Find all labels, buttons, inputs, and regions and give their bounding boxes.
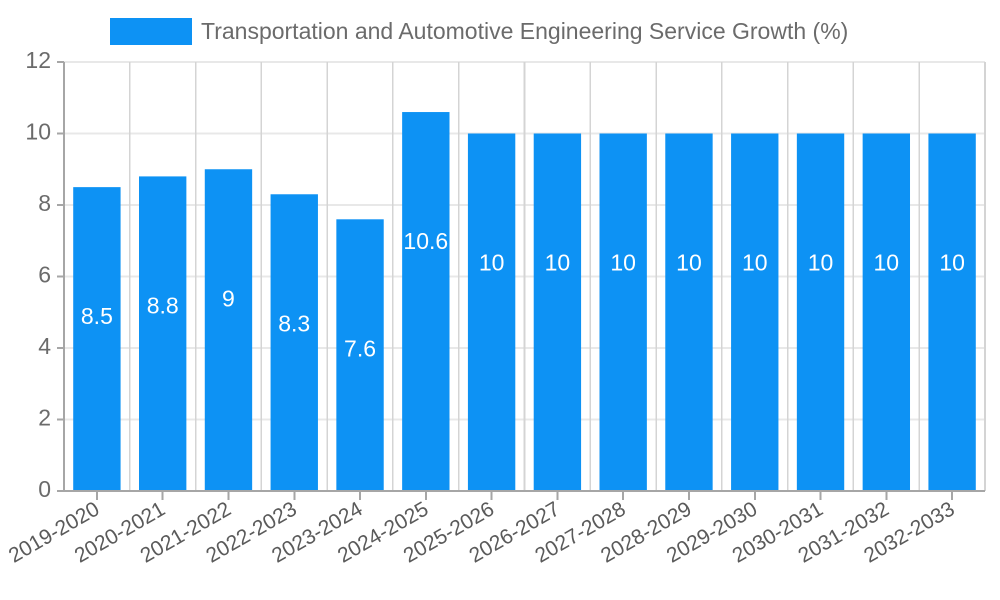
bar[interactable] <box>599 133 647 492</box>
bar[interactable] <box>731 133 779 492</box>
y-tick-label: 10 <box>25 119 51 145</box>
bar[interactable] <box>139 176 187 491</box>
vertical-gridlines <box>128 62 986 491</box>
bar[interactable] <box>204 169 253 491</box>
legend-swatch[interactable] <box>110 18 192 45</box>
y-tick-label: 0 <box>38 476 51 502</box>
bar-value-label: 8.8 <box>147 292 179 318</box>
bar[interactable] <box>928 133 976 492</box>
bar[interactable] <box>402 112 450 492</box>
y-axis-tick-labels: 0 2 4 6 8 10 12 <box>25 47 64 502</box>
bar-value-label: 7.6 <box>344 335 376 361</box>
y-tick-label: 4 <box>38 333 51 359</box>
bar-value-label: 10 <box>874 250 900 276</box>
bar-value-label: 10 <box>939 250 965 276</box>
bar[interactable] <box>533 133 582 492</box>
bar[interactable] <box>270 194 318 491</box>
bar-value-label: 10 <box>545 250 571 276</box>
bar-value-label: 9 <box>222 285 235 311</box>
bar-value-label: 8.5 <box>81 303 113 329</box>
y-tick-label: 2 <box>38 405 51 431</box>
bar-value-label: 8.3 <box>278 310 310 336</box>
bar[interactable] <box>73 187 121 492</box>
bar[interactable] <box>862 133 911 492</box>
y-tick-label: 6 <box>38 262 51 288</box>
bar[interactable] <box>336 219 384 492</box>
bar-series: 8.5 8.8 9 8.3 7.6 10.6 10 10 10 10 10 10 10 10 <box>73 112 976 492</box>
bar-value-label: 10.6 <box>403 228 448 254</box>
bar-value-label: 10 <box>676 250 702 276</box>
bar-value-label: 10 <box>610 250 636 276</box>
chart-legend[interactable]: Transportation and Automotive Engineerin… <box>110 18 848 45</box>
legend-label[interactable]: Transportation and Automotive Engineerin… <box>201 18 848 44</box>
bar[interactable] <box>467 133 516 492</box>
bar[interactable] <box>796 133 845 492</box>
bar-value-label: 10 <box>808 250 834 276</box>
bar[interactable] <box>665 133 713 492</box>
y-tick-label: 12 <box>25 47 51 73</box>
y-tick-label: 8 <box>38 190 51 216</box>
bar-value-label: 10 <box>742 250 768 276</box>
bar-value-label: 10 <box>479 250 505 276</box>
